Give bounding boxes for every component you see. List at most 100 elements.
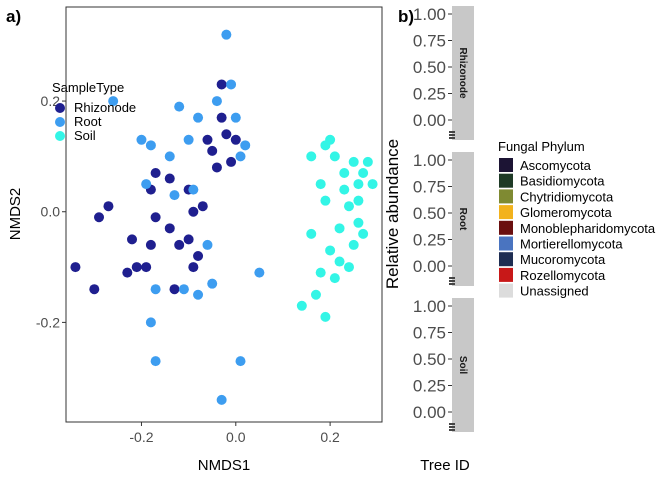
abundance-x-label: Tree ID [420, 457, 470, 474]
point-root [193, 289, 204, 300]
phylum-key-ascomycota [499, 158, 513, 172]
point-root [169, 190, 180, 201]
point-root [193, 112, 204, 123]
phylum-label-rozellomycota: Rozellomycota [520, 268, 606, 283]
point-rhizonode [169, 284, 180, 295]
point-soil [296, 300, 307, 311]
point-soil [358, 168, 369, 178]
facet-strip-soil [452, 298, 474, 432]
point-rhizonode [183, 234, 194, 245]
point-soil [339, 168, 350, 178]
point-soil [320, 311, 331, 322]
abundance-y-tick-label: 0.25 [413, 85, 446, 104]
abundance-x-tick-mark [449, 423, 455, 425]
abundance-y-tick-label: 1.00 [413, 151, 446, 170]
abundance-y-tick-label: 0.75 [413, 324, 446, 343]
point-root [230, 112, 241, 123]
point-root [235, 356, 246, 367]
y-tick-label: 0.2 [41, 93, 61, 109]
nmds-y-ticks: -0.2 0.0 0.2 [36, 93, 66, 330]
x-tick-label: 0.2 [320, 429, 340, 445]
point-root [145, 317, 156, 328]
facet-strip-root [452, 152, 474, 286]
nmds-panel: -0.2 0.0 0.2 -0.2 0.0 0.2 SampleType Rhizono… [7, 6, 383, 474]
point-soil [358, 228, 369, 239]
point-soil [348, 239, 359, 250]
phylum-key-mortierellomycota [499, 236, 513, 251]
point-soil [320, 195, 331, 206]
abundance-panel: Rhizonode 0.00 0.25 0.50 0.75 1.00 Root 0.00 0.2… [383, 5, 656, 474]
point-rhizonode [94, 212, 105, 223]
point-root [207, 278, 218, 289]
phylum-label-mucoromycota: Mucoromycota [520, 252, 606, 267]
facet-strip-label-root: Root [457, 208, 468, 231]
phylum-key-monoblepharidomycota [499, 220, 513, 235]
point-rhizonode [174, 239, 185, 250]
point-rhizonode [216, 79, 227, 90]
phylum-label-ascomycota: Ascomycota [520, 158, 592, 173]
y-tick-label: -0.2 [36, 314, 60, 330]
abundance-facets: Rhizonode 0.00 0.25 0.50 0.75 1.00 Root 0.00 0.2… [413, 5, 474, 432]
abundance-x-tick-mark [449, 283, 455, 285]
abundance-x-tick-mark [449, 134, 455, 136]
x-tick-label: 0.0 [226, 429, 246, 445]
nmds-plot-frame [65, 6, 383, 423]
sample-type-legend: SampleType Rhizonode Root Soil [52, 80, 136, 143]
abundance-y-tick-label: 0.25 [413, 231, 446, 250]
legend-label-rhizonode: Rhizonode [74, 100, 136, 115]
phylum-key-rozellomycota [499, 267, 513, 282]
point-soil [325, 245, 336, 256]
nmds-x-label: NMDS1 [198, 457, 251, 474]
panel-b-tag: b) [398, 7, 414, 26]
phylum-key-glomeromycota [499, 205, 513, 220]
point-rhizonode [211, 162, 222, 173]
point-soil [339, 184, 350, 195]
point-soil [315, 179, 326, 190]
phylum-legend-title: Fungal Phylum [498, 139, 585, 154]
point-soil [334, 223, 345, 234]
point-root [150, 284, 161, 295]
point-rhizonode [131, 262, 142, 273]
abundance-x-tick-mark [449, 277, 455, 279]
phylum-label-glomeromycota: Glomeromycota [520, 205, 613, 220]
point-root [183, 134, 194, 145]
point-soil [353, 179, 364, 190]
point-rhizonode [89, 284, 100, 295]
abundance-x-tick-mark [449, 280, 455, 282]
point-soil [306, 228, 317, 239]
point-rhizonode [230, 134, 241, 145]
phylum-label-chytridiomycota: Chytridiomycota [520, 189, 614, 204]
abundance-y-tick-label: 0.00 [413, 257, 446, 276]
legend-title: SampleType [52, 80, 124, 95]
point-root [108, 96, 119, 107]
point-root [240, 140, 251, 151]
point-soil [306, 151, 317, 162]
phylum-label-basidiomycota: Basidiomycota [520, 174, 605, 189]
point-soil [353, 195, 364, 206]
point-soil [362, 156, 373, 167]
abundance-y-tick-label: 1.00 [413, 297, 446, 316]
point-root [202, 239, 213, 250]
abundance-y-tick-label: 0.75 [413, 178, 446, 197]
nmds-x-ticks: -0.2 0.0 0.2 [129, 422, 340, 445]
point-rhizonode [150, 212, 161, 223]
legend-key-root [55, 117, 65, 127]
point-rhizonode [164, 223, 175, 234]
point-rhizonode [145, 239, 156, 250]
point-rhizonode [216, 112, 227, 123]
point-root [150, 356, 161, 367]
point-rhizonode [150, 168, 161, 178]
nmds-points [70, 29, 378, 405]
x-tick-label: -0.2 [129, 429, 153, 445]
abundance-y-tick-label: 1.00 [413, 5, 446, 24]
abundance-x-tick-mark [449, 131, 455, 133]
abundance-y-tick-label: 0.50 [413, 204, 446, 223]
point-soil [315, 267, 326, 278]
point-rhizonode [207, 145, 218, 156]
facet-strip-rhizonode [452, 6, 474, 140]
phylum-label-unassigned: Unassigned [520, 284, 589, 299]
point-root [141, 179, 152, 190]
point-root [164, 151, 175, 162]
legend-key-soil [55, 131, 65, 141]
abundance-x-tick-mark [449, 426, 455, 428]
